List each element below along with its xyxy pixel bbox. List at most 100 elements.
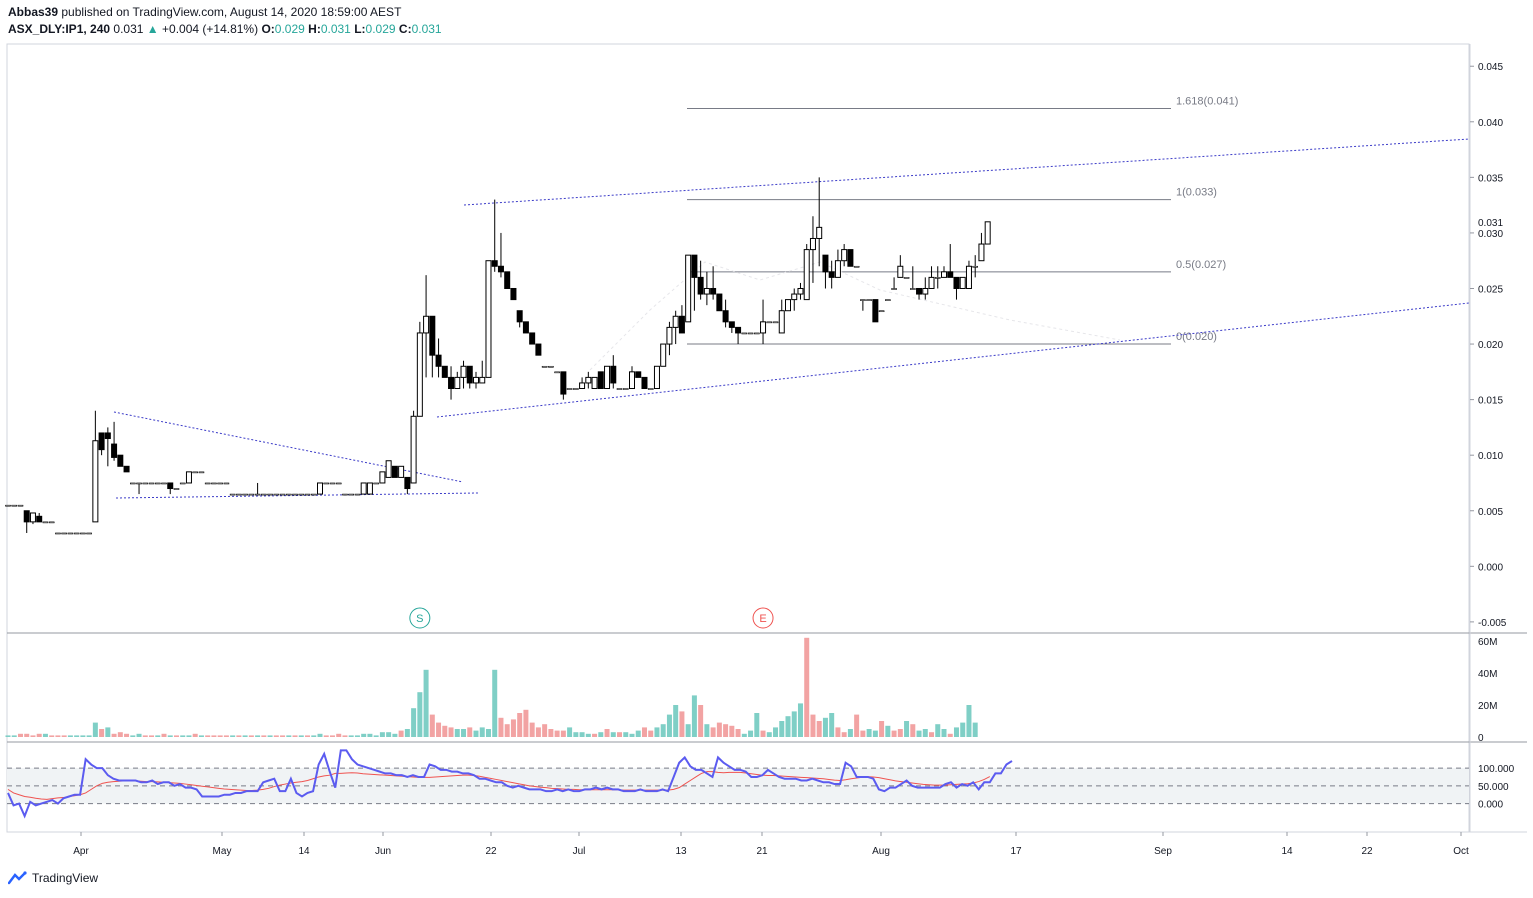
candle-body xyxy=(697,276,704,295)
up-arrow-icon: ▲ xyxy=(146,22,159,36)
candle-body xyxy=(267,493,273,496)
volume-bar xyxy=(760,730,766,737)
price-change: +0.004 (+14.81%) xyxy=(162,22,259,36)
volume-bar xyxy=(99,729,105,737)
price-tick-label: 0.000 xyxy=(1478,562,1503,573)
volume-bar xyxy=(604,729,610,737)
candle-body xyxy=(660,343,667,367)
volume-bar xyxy=(617,732,623,737)
volume-bar xyxy=(529,722,535,737)
candle-body xyxy=(978,243,985,262)
chart-header-publisher: Abbas39 published on TradingView.com, Au… xyxy=(8,5,401,19)
volume-bar xyxy=(173,735,179,737)
volume-bar xyxy=(679,711,685,737)
candle-body xyxy=(342,493,348,496)
candle-body xyxy=(716,293,723,312)
price-axis: 0.045 0.040 0.035 0.030 0.025 0.020 0.015 0.010… xyxy=(1470,62,1526,629)
time-tick-label: 21 xyxy=(756,846,768,857)
volume-bar xyxy=(910,724,916,737)
candle-body xyxy=(573,388,579,390)
candle-body xyxy=(828,271,835,278)
volume-bar xyxy=(504,724,510,737)
volume-bar xyxy=(17,733,23,737)
candle-body xyxy=(816,226,823,239)
rsi-indicator xyxy=(7,749,1013,819)
volume-bar xyxy=(117,732,123,737)
volume-bar xyxy=(904,721,910,737)
candle-body xyxy=(703,287,710,295)
price-tick-label: 0.015 xyxy=(1478,396,1503,407)
volume-bar xyxy=(248,735,254,737)
candle-body xyxy=(872,299,879,323)
fibonacci-levels[interactable]: 1.618(0.041)1(0.033)0.5(0.027)0(0.020) xyxy=(687,95,1238,345)
volume-bar xyxy=(935,724,941,737)
candle-body xyxy=(691,254,698,278)
time-tick-label: Jun xyxy=(375,846,391,857)
volume-bar xyxy=(367,733,373,737)
volume-bar xyxy=(822,717,828,737)
volume-bar xyxy=(398,730,404,737)
candle-body xyxy=(497,265,504,273)
rsi-tick-label: 0.000 xyxy=(1478,800,1503,811)
candle-body xyxy=(217,482,223,485)
rsi-axis: 100.000 50.000 0.000 xyxy=(7,764,1515,811)
volume-bar xyxy=(704,724,710,737)
candle-body xyxy=(785,299,791,312)
candle-body xyxy=(373,482,379,485)
volume-tick-label: 0 xyxy=(1478,733,1484,744)
volume-bar xyxy=(735,729,741,737)
candle-body xyxy=(61,532,67,535)
volume-bar xyxy=(716,722,722,737)
candle-body xyxy=(522,321,529,334)
volume-bar xyxy=(286,735,292,737)
tradingview-brand[interactable]: TradingView xyxy=(8,871,98,885)
event-marker-label: E xyxy=(759,613,766,625)
publisher-name[interactable]: Abbas39 xyxy=(8,5,59,19)
trend-lines[interactable] xyxy=(113,138,1470,499)
candle-body xyxy=(329,482,336,485)
volume-bar xyxy=(654,727,660,737)
candle-body xyxy=(92,440,99,523)
volume-bar xyxy=(49,735,55,737)
candle-body xyxy=(953,276,960,289)
close-value: 0.031 xyxy=(411,22,442,36)
candle-body xyxy=(73,532,80,535)
volume-bar xyxy=(317,733,323,737)
event-marker-circle xyxy=(752,607,774,629)
time-tick-label: 17 xyxy=(1010,846,1022,857)
volume-bar xyxy=(217,735,223,737)
candle-body xyxy=(204,482,211,485)
time-tick-label: 14 xyxy=(1281,846,1293,857)
candle-body xyxy=(416,332,423,417)
volume-bar xyxy=(411,708,417,737)
volume-bar xyxy=(280,735,286,737)
candle-body xyxy=(273,493,280,496)
candle-body xyxy=(672,315,679,328)
candle-body xyxy=(753,332,760,335)
candle-body xyxy=(803,249,810,301)
candle-body xyxy=(604,365,611,390)
volume-bar xyxy=(124,733,130,737)
volume-bar xyxy=(485,729,491,737)
volume-bar xyxy=(754,713,760,737)
candle-body xyxy=(860,299,866,301)
candle-body xyxy=(98,432,105,451)
candle-body xyxy=(360,482,367,495)
candle-body xyxy=(560,371,567,395)
candle-body xyxy=(485,260,492,378)
volume-bar xyxy=(92,722,98,737)
candle-body xyxy=(678,315,685,334)
candle-body xyxy=(385,460,392,478)
volume-bar xyxy=(841,732,847,737)
candle-body xyxy=(36,515,43,523)
volume-bar xyxy=(267,735,273,737)
candle-body xyxy=(48,521,55,524)
published-text: published on TradingView.com, August 14,… xyxy=(61,5,402,19)
volume-bar xyxy=(498,717,504,737)
candle-body xyxy=(123,465,130,473)
volume-bar xyxy=(685,724,691,737)
volume-bar xyxy=(554,730,560,737)
candle-body xyxy=(710,287,717,295)
